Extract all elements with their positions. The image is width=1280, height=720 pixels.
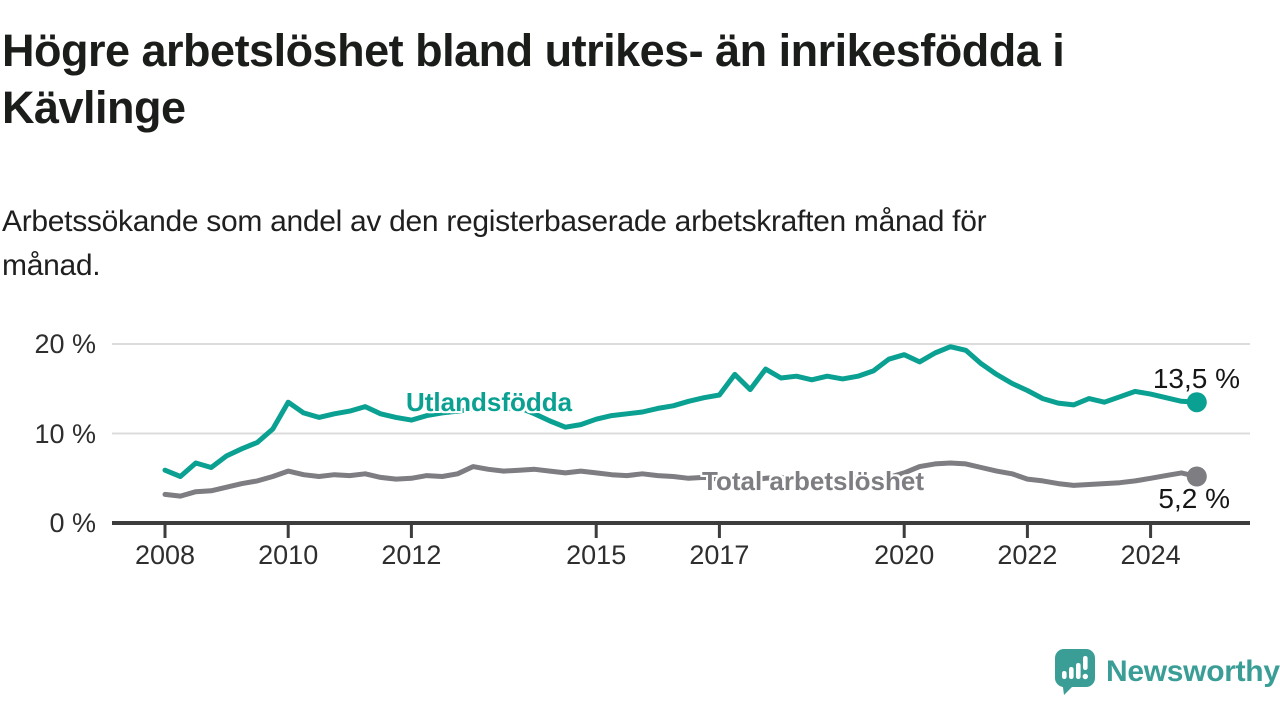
x-axis-label-2022: 2022 <box>997 540 1058 570</box>
x-axis-label-2010: 2010 <box>258 540 319 570</box>
x-axis-label-2012: 2012 <box>381 540 442 570</box>
series-line-0 <box>162 344 1200 479</box>
x-axis-label-2015: 2015 <box>566 540 627 570</box>
end-value-label-total-arbetsloshet: 5,2 % <box>1158 483 1230 514</box>
x-axis-label-2020: 2020 <box>874 540 935 570</box>
series-line-1 <box>162 460 1200 499</box>
y-axis-label-20: 20 % <box>34 329 96 359</box>
series-end-dot-1 <box>1186 466 1207 487</box>
x-axis-label-2008: 2008 <box>134 540 196 570</box>
x-axis-label-2024: 2024 <box>1120 540 1181 570</box>
page-title-line-2: Kävlinge <box>2 82 186 133</box>
chart-subtitle-line-1: Arbetssökande som andel av den registerb… <box>2 205 987 238</box>
series-end-dot-0 <box>1186 392 1207 413</box>
newsworthy-logo-text: Newsworthy <box>1106 655 1280 688</box>
page-title-line-1: Högre arbetslöshet bland utrikes- än inr… <box>2 25 1065 76</box>
newsworthy-logo-icon <box>1055 649 1095 695</box>
newsworthy-logo: Newsworthy <box>1054 648 1280 696</box>
page-title: Högre arbetslöshet bland utrikes- än inr… <box>2 22 1065 136</box>
end-value-label-utlandsfodda: 13,5 % <box>1152 363 1240 394</box>
series-label-total-arbetsloshet: Total arbetslöshet <box>702 466 925 496</box>
series-label-utlandsfodda: Utlandsfödda <box>406 387 573 417</box>
chart-subtitle-line-2: månad. <box>2 249 101 282</box>
x-axis-label-2017: 2017 <box>689 540 750 570</box>
chart-subtitle: Arbetssökande som andel av den registerb… <box>2 200 987 288</box>
y-axis-label-10: 10 % <box>34 418 96 449</box>
y-axis-label-0: 0 % <box>49 508 96 538</box>
